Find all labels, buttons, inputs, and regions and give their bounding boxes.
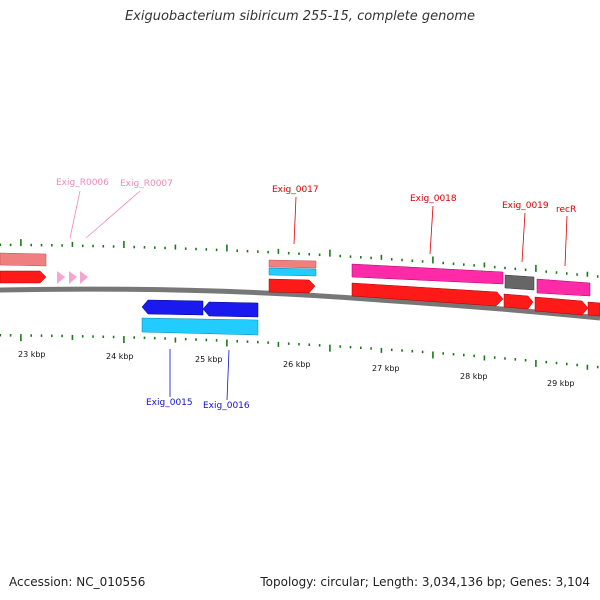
gene-feature[interactable] [141,317,259,336]
tick-labels: 23 kbp 24 kbp 25 kbp 26 kbp 27 kbp 28 kb… [18,350,575,388]
genome-backbone [0,286,600,321]
inner-tick-ring [0,334,599,370]
gene-label-recr[interactable]: recR [556,205,576,215]
tick-label-27kbp: 27 kbp [372,364,400,373]
gene-feature[interactable] [268,278,316,294]
gene-feature[interactable] [503,293,534,310]
reverse-strand-genes [141,299,259,336]
gene-label-exig-r0006[interactable]: Exig_R0006 [56,178,109,188]
gene-label-exig-0016[interactable]: Exig_0016 [203,401,250,411]
gene-label-exig-r0007[interactable]: Exig_R0007 [120,179,173,189]
gene-feature[interactable] [268,267,317,277]
gene-feature[interactable] [587,301,600,317]
gene-labels: Exig_R0006 Exig_R0007 Exig_0017 Exig_001… [56,178,576,411]
gene-label-exig-0015[interactable]: Exig_0015 [146,398,193,408]
tick-label-24kbp: 24 kbp [106,352,134,361]
gene-feature-exig-0015[interactable] [141,299,204,316]
tick-label-29kbp: 29 kbp [547,379,575,388]
gene-feature-exig-0018[interactable] [351,263,504,285]
gene-feature[interactable] [0,252,47,267]
tick-label-28kbp: 28 kbp [460,372,488,381]
gene-label-exig-0018[interactable]: Exig_0018 [410,194,457,204]
genome-title: Exiguobacterium sibiricum 255-15, comple… [124,9,476,24]
tick-label-23kbp: 23 kbp [18,350,46,359]
outer-tick-ring [0,239,599,278]
rna-feature[interactable] [57,271,65,284]
tick-label-26kbp: 26 kbp [283,360,311,369]
gene-feature[interactable] [534,296,589,316]
gene-label-exig-0019[interactable]: Exig_0019 [502,201,549,211]
accession-text: Accession: NC_010556 [9,575,146,589]
label-leaders [69,190,568,401]
forward-strand-genes [0,252,600,317]
gene-feature[interactable] [268,259,317,269]
gene-label-exig-0017[interactable]: Exig_0017 [272,185,319,195]
gene-feature[interactable] [351,282,504,307]
gene-feature[interactable] [0,270,47,284]
gene-feature-recr[interactable] [536,278,591,297]
tick-label-25kbp: 25 kbp [195,355,223,364]
gene-feature-exig-0016[interactable] [202,301,259,318]
rna-feature[interactable] [80,271,88,284]
gene-feature-exig-0019[interactable] [504,274,535,291]
genome-summary-text: Topology: circular; Length: 3,034,136 bp… [260,575,590,589]
rna-feature[interactable] [69,271,77,284]
